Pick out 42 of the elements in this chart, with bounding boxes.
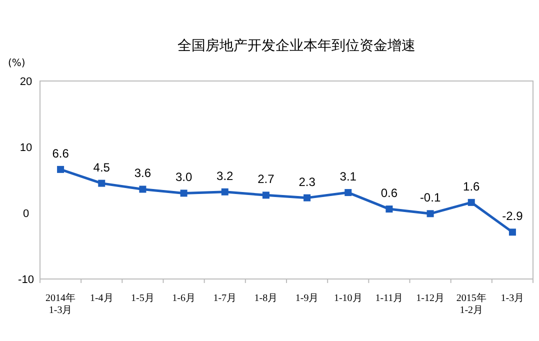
x-tick-label: 1-5月 [131,293,154,304]
x-tick-label: 1-6月 [172,293,196,304]
text: 6.6 [52,146,69,160]
x-tick-label: 2014年 1-3月 [46,292,76,316]
chart-title: 全国房地产开发企业本年到位资金增速 [178,38,416,54]
text: -0.1 [420,190,441,205]
point [139,186,146,193]
text: 3.6 [134,166,152,180]
x-tick-label: 1-12月 [416,293,444,304]
point [508,228,516,236]
point [221,188,228,196]
y-tick-label: 10 [20,142,32,154]
text: 3.2 [216,168,234,183]
text: 2.3 [298,174,316,189]
x-tick-label: 1-3月 [500,293,524,304]
point [344,189,352,196]
text: -2.9 [502,209,523,224]
point [180,190,188,197]
text: 4.5 [93,160,110,174]
text: 3.1 [340,170,356,184]
x-tick-label: 1-4月 [90,293,114,304]
text: 3.0 [175,170,192,184]
point [262,192,270,199]
text: 0.6 [380,186,398,200]
text: 2.7 [258,172,274,186]
y-axis-title: (%) [8,58,26,69]
x-tick-label: 1-10月 [334,293,362,304]
point [426,210,434,218]
point [98,180,106,187]
point [468,198,475,206]
x-tick-label: 1-9月 [295,293,319,304]
point [57,166,64,173]
point [304,194,311,202]
x-tick-label: 1-7月 [213,293,237,304]
y-tick-label: 0 [22,208,30,220]
x-tick-label: 1-8月 [254,293,278,304]
y-tick-label: 20 [20,76,32,88]
text: 1.6 [463,179,480,194]
y-tick-label: -10 [18,274,34,286]
x-tick-label: 1-11月 [375,293,404,304]
x-tick-label: 2015年 1-2月 [456,292,486,316]
point [386,206,393,213]
